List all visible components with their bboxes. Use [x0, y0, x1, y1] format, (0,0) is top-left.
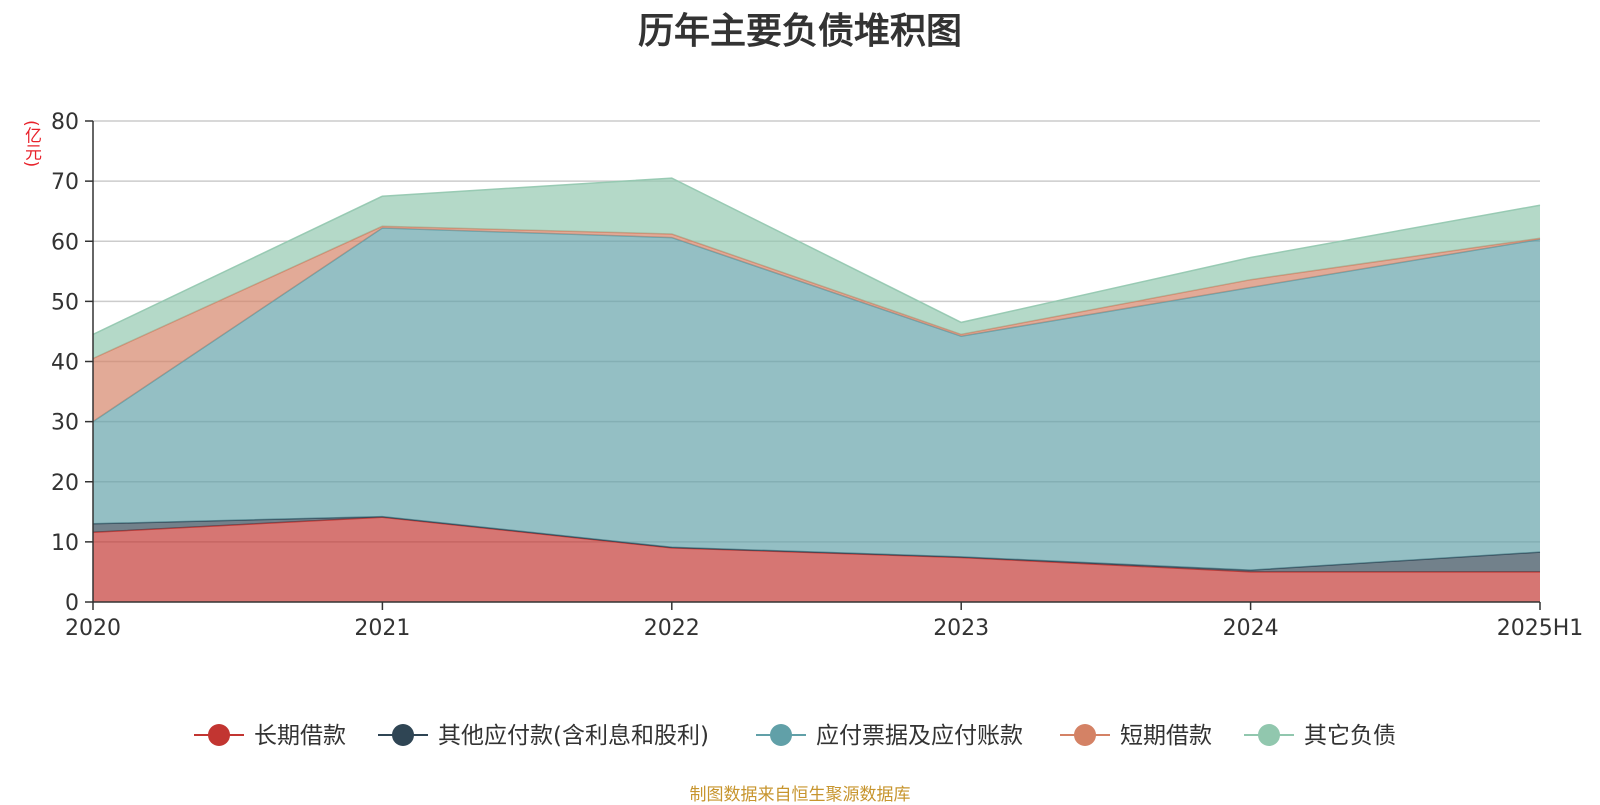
legend-marker [1258, 724, 1280, 746]
x-tick-label: 2024 [1223, 616, 1279, 641]
y-tick-label: 80 [51, 110, 79, 135]
legend-label: 长期借款 [254, 723, 346, 749]
legend-marker [392, 724, 414, 746]
y-tick-label: 10 [51, 531, 79, 556]
legend-marker [1074, 724, 1096, 746]
legend-marker [770, 724, 792, 746]
legend-label: 应付票据及应付账款 [816, 723, 1023, 749]
legend-item-4: 短期借款 [1060, 723, 1212, 749]
y-axis-unit-label: (亿元) [21, 120, 41, 168]
y-tick-label: 70 [51, 170, 79, 195]
legend-marker [208, 724, 230, 746]
x-tick-label: 2020 [65, 616, 121, 641]
data-source-note: 制图数据来自恒生聚源数据库 [689, 785, 911, 805]
y-tick-label: 0 [65, 591, 79, 616]
x-tick-label: 2023 [933, 616, 989, 641]
legend: 长期借款 其他应付款(含利息和股利) 应付票据及应付账款 短期借款 其它负债 [194, 723, 1396, 749]
legend-item-5: 其它负债 [1244, 723, 1396, 749]
area-series-2 [93, 516, 1540, 572]
legend-item-3: 应付票据及应付账款 [756, 723, 1023, 749]
x-tick-label: 2025H1 [1497, 616, 1584, 641]
y-tick-label: 40 [51, 351, 79, 376]
x-tick-label: 2022 [644, 616, 700, 641]
area-series-5 [93, 178, 1540, 359]
legend-label: 其他应付款(含利息和股利) [438, 723, 709, 749]
y-tick-label: 60 [51, 230, 79, 255]
y-tick-label: 30 [51, 411, 79, 436]
y-tick-label: 50 [51, 290, 79, 315]
area-series [92, 177, 1541, 602]
x-tick-label: 2021 [354, 616, 410, 641]
area-series-1 [93, 517, 1540, 602]
legend-label: 其它负债 [1304, 723, 1396, 749]
legend-item-2: 其他应付款(含利息和股利) [378, 723, 709, 749]
chart-title: 历年主要负债堆积图 [637, 11, 962, 52]
series-line-5 [92, 177, 1541, 336]
axes: 0 10 20 30 40 50 60 70 80 2020 2021 2022 2023 2024 202… [51, 110, 1583, 641]
legend-label: 短期借款 [1120, 723, 1212, 749]
y-tick-label: 20 [51, 471, 79, 496]
area-series-3 [93, 228, 1540, 571]
legend-item-1: 长期借款 [194, 723, 346, 749]
